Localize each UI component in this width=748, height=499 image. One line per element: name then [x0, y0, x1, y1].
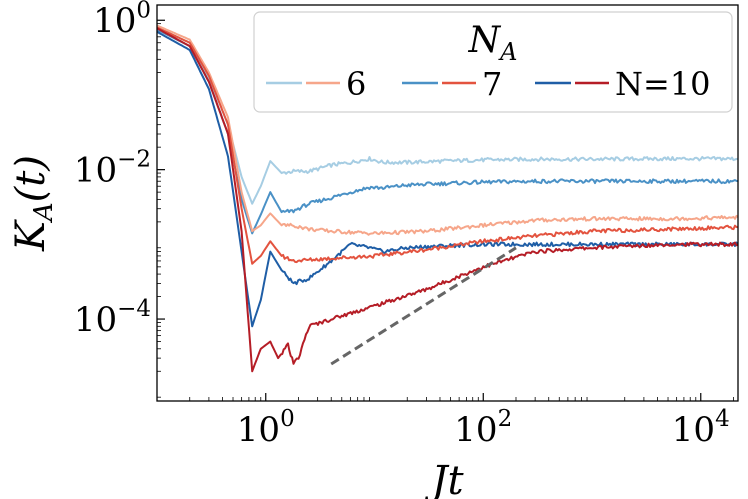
y-axis-label: KA(t) [8, 155, 59, 252]
legend-label: 6 [346, 65, 366, 103]
legend-box [253, 11, 733, 113]
major-ticks [157, 19, 702, 401]
minor-ticks [157, 23, 734, 402]
legend: NA 6 7 N=10 [253, 11, 733, 113]
y-tick-label: 100 [93, 0, 151, 41]
legend-label: 7 [482, 65, 502, 103]
series-line-n-10 [157, 27, 738, 373]
series-line-6 [157, 24, 738, 236]
y-tick-label: 10−4 [74, 296, 151, 340]
series-layer [157, 24, 738, 373]
x-axis-label: Jt [424, 458, 464, 499]
legend-entry-7: 7 [402, 65, 502, 103]
legend-entry-6: 6 [266, 65, 366, 103]
reference-slope-line [330, 246, 517, 366]
x-tick-labels: 100 102 104 [237, 406, 730, 450]
series-line-6 [157, 26, 738, 205]
y-tick-labels: 100 10−2 10−4 [74, 0, 151, 340]
y-tick-label: 10−2 [74, 147, 151, 191]
svg-text:KA(t): KA(t) [8, 155, 59, 252]
legend-label: N=10 [615, 65, 711, 103]
plot-frame [156, 4, 739, 402]
legend-entry-n-10: N=10 [535, 65, 711, 103]
x-tick-label: 104 [672, 406, 730, 450]
x-tick-label: 102 [454, 406, 512, 450]
series-line-7 [157, 26, 738, 265]
legend-title: NA [468, 20, 518, 66]
x-tick-label: 100 [237, 406, 295, 450]
